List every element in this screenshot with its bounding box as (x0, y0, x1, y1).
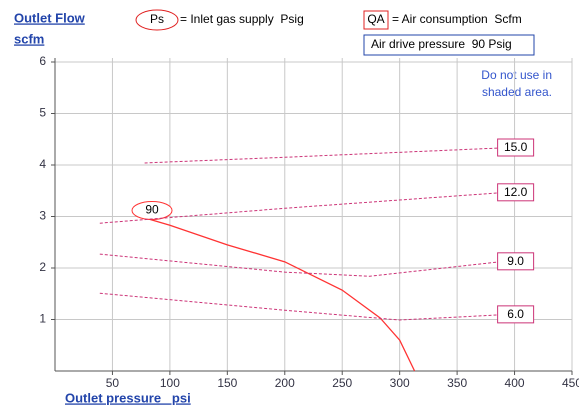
series-line (99, 253, 500, 277)
y-tick-label: 2 (39, 260, 46, 274)
x-tick-label: 450 (562, 376, 579, 390)
annotation: Do not use in (481, 68, 552, 82)
series-label-ellipse (131, 201, 173, 220)
x-axis-label: Outlet pressure psi (65, 390, 191, 405)
series-label: 90 (145, 203, 159, 217)
series-label: 6.0 (507, 307, 524, 321)
series-line (144, 147, 500, 164)
annotation: shaded area. (482, 85, 552, 99)
y-tick-label: 6 (39, 54, 46, 68)
y-tick-label: 4 (39, 157, 46, 171)
annotation: Air drive pressure 90 Psig (371, 37, 512, 51)
x-tick-label: 350 (447, 376, 467, 390)
legend-box (363, 10, 389, 30)
series-label: 15.0 (504, 140, 528, 154)
legend-symbol: Ps (150, 12, 164, 26)
x-tick-label: 150 (217, 376, 237, 390)
series-label: 12.0 (504, 185, 528, 199)
info-box (363, 34, 535, 56)
legend-symbol: QA (367, 12, 384, 26)
x-tick-label: 200 (275, 376, 295, 390)
x-tick-label: 250 (332, 376, 352, 390)
legend-text: = Air consumption Scfm (392, 12, 522, 26)
series-label-box (497, 183, 535, 202)
y-tick-label: 1 (39, 312, 46, 326)
x-tick-label: 300 (390, 376, 410, 390)
y-tick-label: 5 (39, 106, 46, 120)
x-tick-label: 400 (505, 376, 525, 390)
series-label-box (497, 305, 535, 324)
legend-ellipse (135, 9, 179, 31)
series-label-box (497, 252, 535, 271)
series-label: 9.0 (507, 254, 524, 268)
x-tick-label: 50 (106, 376, 120, 390)
y-axis-label: scfm (14, 31, 44, 46)
series-label-box (497, 138, 535, 157)
chart-title: Outlet Flow (14, 10, 86, 25)
y-tick-label: 3 (39, 209, 46, 223)
x-tick-label: 100 (160, 376, 180, 390)
legend-text: = Inlet gas supply Psig (180, 12, 304, 26)
series-line (99, 192, 500, 224)
series-line (99, 292, 500, 321)
series-line (139, 215, 416, 372)
